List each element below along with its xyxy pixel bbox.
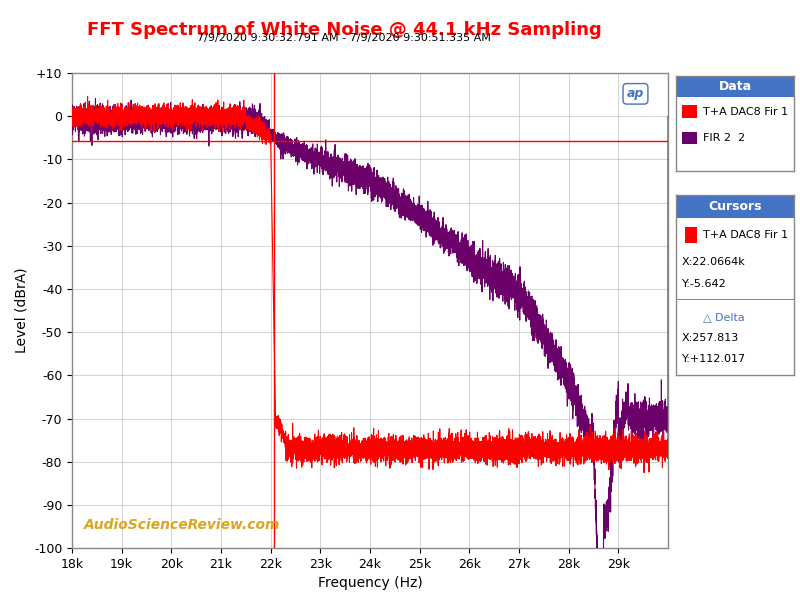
Text: Cursors: Cursors	[709, 200, 762, 213]
Text: FFT Spectrum of White Noise @ 44.1 kHz Sampling: FFT Spectrum of White Noise @ 44.1 kHz S…	[86, 21, 602, 40]
FancyBboxPatch shape	[676, 76, 794, 97]
Text: △ Delta: △ Delta	[703, 312, 745, 322]
Text: T+A DAC8 Fir 1: T+A DAC8 Fir 1	[703, 107, 788, 116]
Text: Y:+112.017: Y:+112.017	[682, 354, 746, 364]
Text: Data: Data	[718, 80, 752, 93]
FancyBboxPatch shape	[676, 195, 794, 218]
Text: AudioScienceReview.com: AudioScienceReview.com	[84, 518, 281, 532]
Text: X:22.0664k: X:22.0664k	[682, 257, 746, 267]
Text: FIR 2  2: FIR 2 2	[703, 133, 746, 143]
Text: X:257.813: X:257.813	[682, 333, 739, 343]
Bar	[682, 105, 698, 118]
Bar	[682, 132, 698, 144]
Bar	[676, 298, 794, 300]
Text: ap: ap	[626, 87, 644, 100]
Text: 7/9/2020 9:30:32.791 AM - 7/9/2020 9:30:51.335 AM: 7/9/2020 9:30:32.791 AM - 7/9/2020 9:30:…	[197, 33, 491, 43]
Text: T+A DAC8 Fir 1: T+A DAC8 Fir 1	[703, 230, 788, 241]
X-axis label: Frequency (Hz): Frequency (Hz)	[318, 576, 422, 590]
Y-axis label: Level (dBrA): Level (dBrA)	[14, 268, 28, 353]
Text: Y:-5.642: Y:-5.642	[682, 279, 726, 289]
Bar	[686, 227, 698, 244]
